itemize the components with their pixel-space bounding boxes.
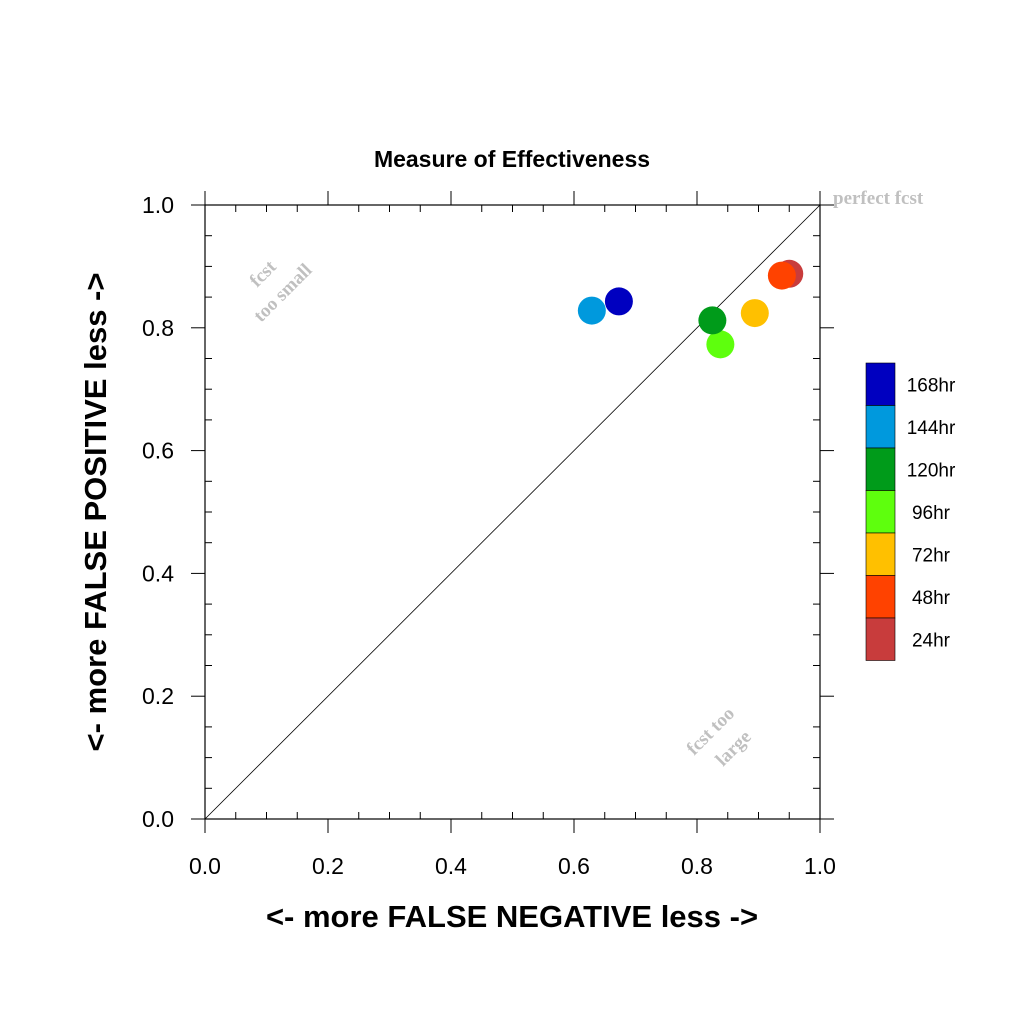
- x-tick-label: 0.4: [435, 853, 467, 879]
- point-48hr: [767, 261, 796, 290]
- y-tick-label: 0.8: [142, 315, 174, 341]
- diagonal-line: [204, 204, 821, 820]
- y-tick-label: 0.0: [142, 806, 174, 832]
- legend-label-96hr: 96hr: [912, 503, 951, 524]
- x-tick-label: 0.2: [312, 853, 344, 879]
- x-axis-title: <- more FALSE NEGATIVE less ->: [266, 899, 758, 934]
- legend-label-168hr: 168hr: [907, 375, 956, 396]
- legend-swatch-72hr: [865, 532, 896, 576]
- y-axis-title: <- more FALSE POSITIVE less ->: [78, 273, 113, 752]
- legend-swatch-24hr: [865, 617, 896, 661]
- legend-label-72hr: 72hr: [912, 545, 951, 566]
- point-96hr: [706, 330, 735, 359]
- chart-title: Measure of Effectiveness: [374, 146, 650, 172]
- legend-label-24hr: 24hr: [912, 630, 951, 651]
- x-tick-label: 0.0: [189, 853, 221, 879]
- y-tick-label: 1.0: [142, 192, 174, 218]
- legend-swatch-96hr: [865, 490, 896, 534]
- legend-label-120hr: 120hr: [907, 460, 956, 481]
- y-tick-label: 0.6: [142, 438, 174, 464]
- point-168hr: [604, 287, 633, 316]
- point-72hr: [740, 299, 769, 328]
- point-144hr: [577, 296, 606, 325]
- legend-swatch-168hr: [865, 362, 896, 406]
- x-tick-label: 0.6: [558, 853, 590, 879]
- x-tick-label: 1.0: [804, 853, 836, 879]
- legend-label-144hr: 144hr: [907, 418, 956, 439]
- legend-label-48hr: 48hr: [912, 588, 951, 609]
- y-tick-label: 0.2: [142, 683, 174, 709]
- point-120hr: [698, 306, 727, 335]
- perfect-fcst-label: perfect fcst: [833, 188, 924, 209]
- legend-swatch-144hr: [865, 405, 896, 449]
- y-tick-label: 0.4: [142, 560, 174, 586]
- x-tick-label: 0.8: [681, 853, 713, 879]
- legend-swatch-48hr: [865, 575, 896, 619]
- legend-swatch-120hr: [865, 447, 896, 491]
